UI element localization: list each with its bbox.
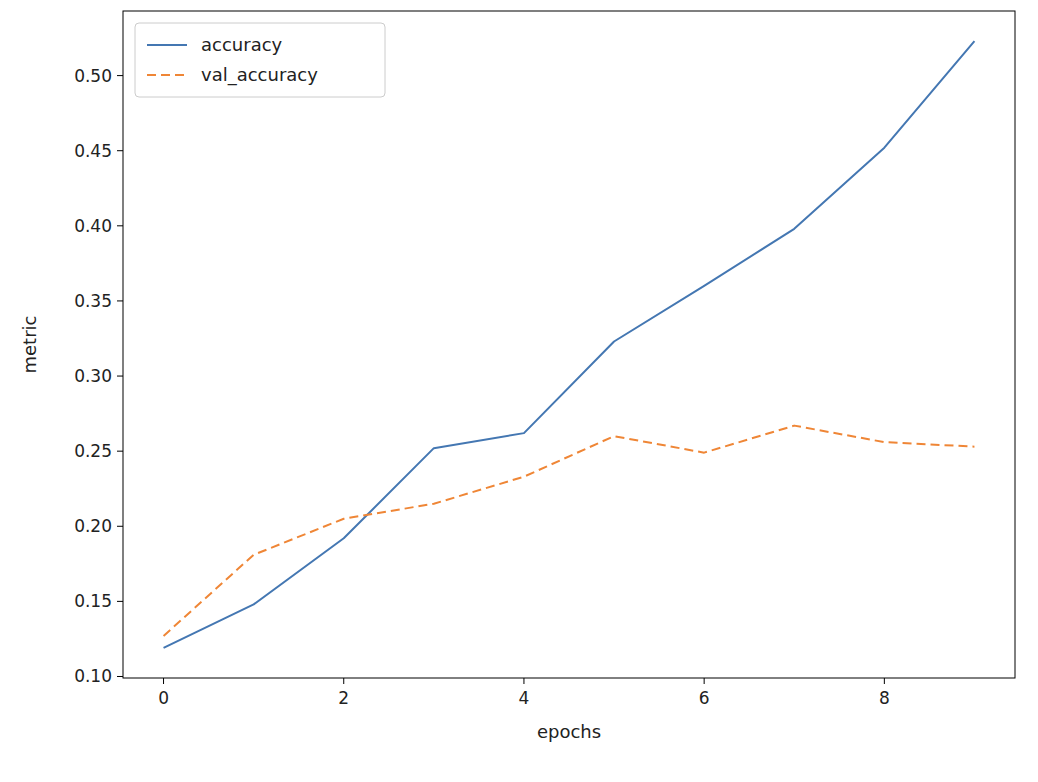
x-tick — [163, 678, 164, 684]
y-tick-label: 0.40 — [74, 216, 112, 236]
x-tick — [704, 678, 705, 684]
y-tick — [117, 300, 123, 301]
y-tick-label: 0.30 — [74, 366, 112, 386]
plot-frame — [123, 11, 1015, 678]
x-tick-label: 2 — [338, 688, 349, 708]
y-axis-label: metric — [19, 316, 40, 374]
y-tick — [117, 376, 123, 377]
chart: 0 2 4 6 8 0.10 0.15 0.20 0.25 0.30 0.35 0.40 0.45 0.5… — [0, 0, 1038, 782]
x-tick-label: 6 — [699, 688, 710, 708]
y-tick-label: 0.25 — [74, 441, 112, 461]
y-tick — [117, 526, 123, 527]
x-tick-label: 8 — [879, 688, 890, 708]
plot-lines — [164, 41, 975, 648]
legend-label: accuracy — [201, 34, 283, 55]
x-axis-label: epochs — [537, 721, 601, 742]
legend-label: val_accuracy — [201, 64, 318, 86]
y-tick — [117, 451, 123, 452]
series-line — [164, 426, 975, 636]
x-tick — [343, 678, 344, 684]
y-tick — [117, 150, 123, 151]
y-tick-label: 0.35 — [74, 291, 112, 311]
y-tick-label: 0.45 — [74, 141, 112, 161]
x-tick — [884, 678, 885, 684]
x-tick — [523, 678, 524, 684]
y-tick — [117, 225, 123, 226]
legend-box — [135, 23, 385, 97]
y-tick — [117, 601, 123, 602]
series-line — [164, 41, 975, 648]
legend-swatch — [147, 44, 187, 46]
legend-swatch — [147, 74, 187, 76]
x-axis: 0 2 4 6 8 — [158, 678, 890, 708]
y-tick-label: 0.10 — [74, 666, 112, 686]
legend: accuracy val_accuracy — [135, 23, 385, 97]
y-tick-label: 0.15 — [74, 591, 112, 611]
y-tick — [117, 75, 123, 76]
y-tick — [117, 676, 123, 677]
x-tick-label: 4 — [519, 688, 530, 708]
y-axis: 0.10 0.15 0.20 0.25 0.30 0.35 0.40 0.45 0.50 — [74, 66, 123, 687]
y-tick-label: 0.50 — [74, 66, 112, 86]
x-tick-label: 0 — [158, 688, 169, 708]
y-tick-label: 0.20 — [74, 516, 112, 536]
